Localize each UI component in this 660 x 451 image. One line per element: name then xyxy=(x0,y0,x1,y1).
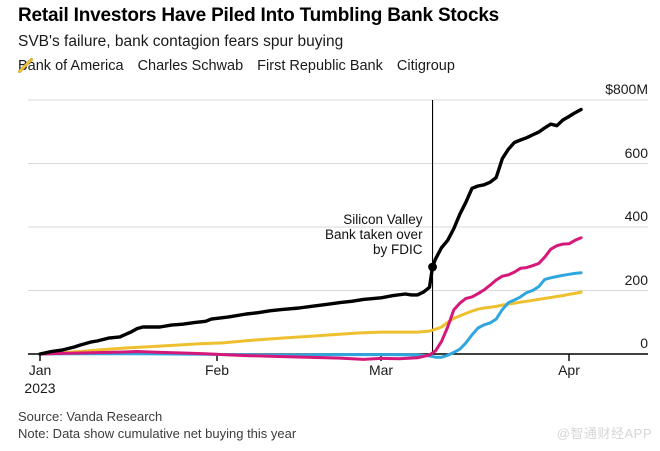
chart-subtitle: SVB's failure, bank contagion fears spur… xyxy=(18,33,344,50)
x-axis-label: Apr xyxy=(558,362,580,378)
annotation-svb-fdic: Silicon Valley Bank taken over by FDIC xyxy=(325,212,423,257)
watermark: @智通财经APP xyxy=(556,426,652,441)
legend-label: First Republic Bank xyxy=(257,58,383,74)
y-axis-label: 600 xyxy=(624,144,648,161)
y-axis-label: 0 xyxy=(640,335,648,351)
annotation-line: Silicon Valley xyxy=(343,212,423,227)
legend-slash-icon xyxy=(18,58,33,73)
data-note: Note: Data show cumulative net buying th… xyxy=(18,426,297,441)
annotation-line: by FDIC xyxy=(373,242,423,257)
y-axis-label: 400 xyxy=(624,208,648,224)
event-marker-dot xyxy=(428,262,437,272)
legend-label: Charles Schwab xyxy=(137,58,244,74)
x-axis-label: Jan xyxy=(28,362,52,378)
series-line-first-republic-bank xyxy=(38,271,583,359)
x-axis-label: Mar xyxy=(368,362,394,378)
source-note: Source: Vanda Research xyxy=(18,409,163,424)
x-axis-year-label: 2023 xyxy=(24,380,56,396)
series-line-charles-schwab xyxy=(38,236,583,361)
legend-label: Bank of America xyxy=(18,58,124,74)
series-line-bank-of-america xyxy=(38,107,583,356)
annotation-line: Bank taken over xyxy=(325,227,423,242)
series-line-citigroup xyxy=(38,290,583,356)
x-axis-label: Feb xyxy=(204,362,230,378)
legend-item-citigroup: Citigroup xyxy=(18,58,455,74)
legend-label: Citigroup xyxy=(396,58,455,74)
chart-title: Retail Investors Have Piled Into Tumblin… xyxy=(18,5,500,26)
legend: Bank of America Charles Schwab First Repub… xyxy=(18,58,455,74)
y-axis-label: 200 xyxy=(624,271,648,288)
y-axis-label: $800M xyxy=(605,81,648,97)
